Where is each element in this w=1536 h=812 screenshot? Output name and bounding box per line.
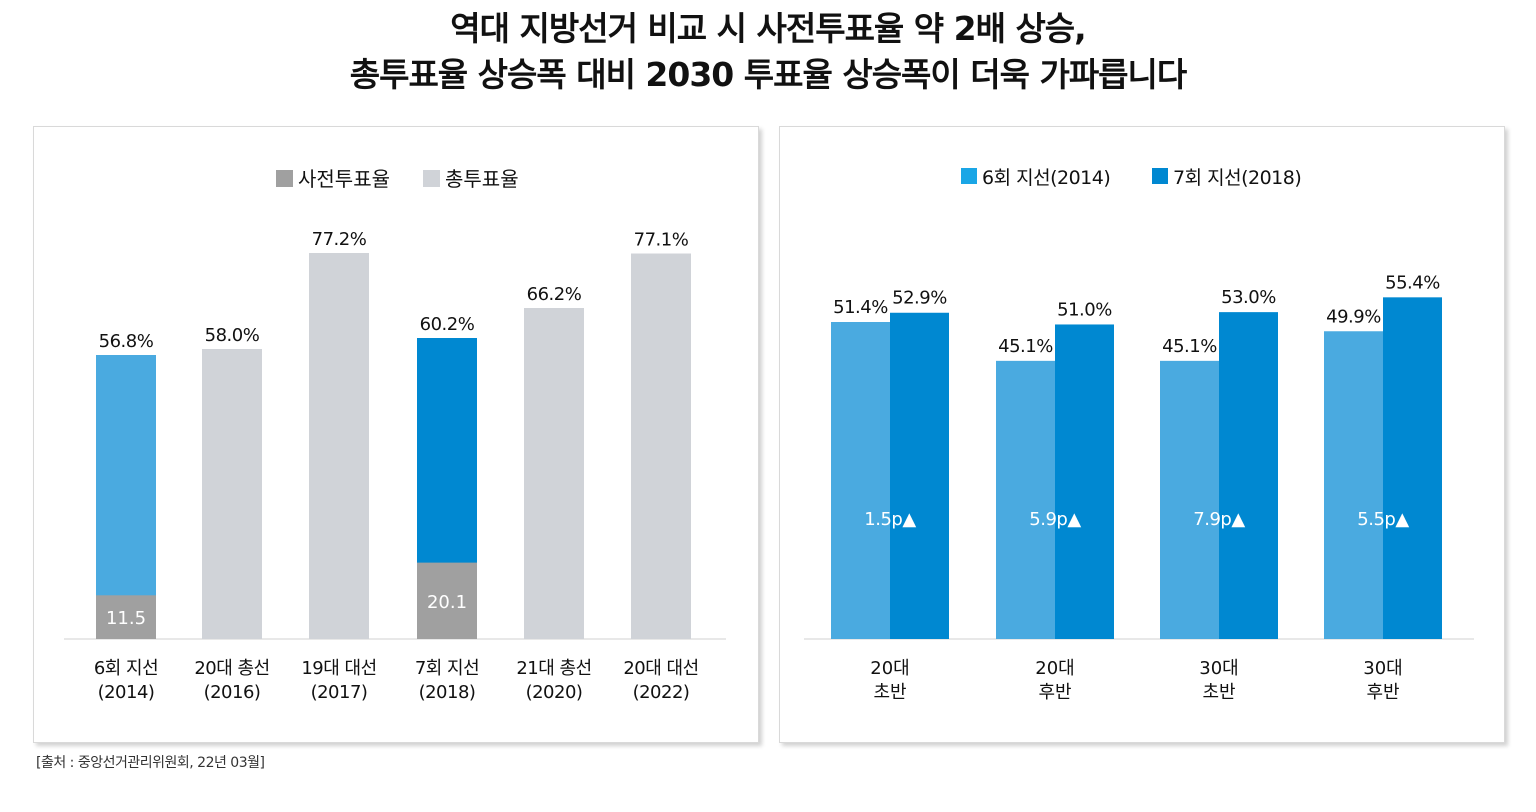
bar-2018 (1055, 324, 1114, 639)
x-tick-label-line1: 21대 총선 (516, 658, 591, 679)
x-tick-label-line2: (2016) (204, 682, 261, 703)
title-line-2: 총투표율 상승폭 대비 2030 투표율 상승폭이 더욱 가파릅니다 (349, 55, 1188, 94)
x-tick-label-line1: 30대 (1199, 658, 1238, 679)
x-tick-label-line1: 20대 (870, 658, 909, 679)
x-tick-label-line2: (2022) (633, 682, 690, 703)
data-label-total: 60.2% (420, 314, 475, 335)
data-label-total: 66.2% (527, 284, 582, 305)
bar-total (96, 355, 156, 639)
x-tick-label-line2: (2017) (311, 682, 368, 703)
x-tick-label-line1: 7회 지선 (415, 658, 479, 679)
legend-label-early: 사전투표율 (298, 167, 390, 191)
increase-label: 7.9p▲ (1193, 509, 1245, 530)
bar-2014 (831, 322, 890, 639)
right-chart-panel: 6회 지선(2014) 7회 지선(2018) 51.4% 52.9% 1.5p▲ 20대… (779, 126, 1505, 743)
x-tick-label-line2: (2020) (526, 682, 583, 703)
left-chart-panel: 사전투표율 총투표율 56.8% 11.5 6회 지선 (2014) 58.0% 20대 총선… (33, 126, 759, 743)
x-tick-label-line2: 후반 (1366, 682, 1399, 703)
bar-total (631, 253, 691, 639)
bar-2018 (890, 312, 949, 639)
x-tick-label-line1: 20대 (1035, 658, 1074, 679)
x-tick-label-line2: (2018) (419, 682, 476, 703)
age-turnout-chart: 6회 지선(2014) 7회 지선(2018) 51.4% 52.9% 1.5p▲ 20대… (804, 167, 1474, 703)
data-label-2014: 45.1% (1162, 336, 1217, 357)
bar-total (202, 349, 262, 639)
data-label-2014: 45.1% (998, 336, 1053, 357)
bar-2014 (1160, 360, 1219, 639)
x-tick-label-line2: 초반 (873, 682, 906, 703)
x-tick-label-line2: 후반 (1038, 682, 1071, 703)
legend-swatch-total (423, 170, 440, 187)
data-label-early: 20.1 (427, 592, 467, 613)
legend-label-2014: 6회 지선(2014) (982, 167, 1110, 189)
legend-swatch-2014 (961, 168, 977, 184)
bar-early (417, 562, 477, 639)
bar-total (309, 253, 369, 639)
increase-label: 5.5p▲ (1357, 509, 1409, 530)
legend-label-2018: 7회 지선(2018) (1173, 167, 1301, 189)
x-tick-label-line1: 19대 대선 (301, 658, 376, 679)
data-label-2018: 52.9% (892, 288, 947, 309)
x-tick-label-line1: 20대 총선 (194, 658, 269, 679)
data-label-2018: 53.0% (1221, 287, 1276, 308)
bar-2018 (1383, 297, 1442, 639)
legend-swatch-2018 (1152, 168, 1168, 184)
data-label-2018: 51.0% (1057, 299, 1112, 320)
bar-2014 (996, 360, 1055, 639)
legend-swatch-early (276, 170, 293, 187)
x-tick-label-line1: 6회 지선 (94, 658, 158, 679)
data-label-total: 77.2% (312, 229, 367, 250)
data-label-total: 58.0% (205, 325, 260, 346)
turnout-chart: 사전투표율 총투표율 56.8% 11.5 6회 지선 (2014) 58.0% 20대 총선… (64, 167, 726, 703)
data-label-total: 77.1% (634, 230, 689, 251)
x-tick-label-line2: 초반 (1202, 682, 1235, 703)
title-line-1: 역대 지방선거 비교 시 사전투표율 약 2배 상승, (450, 9, 1086, 48)
source-note: [출처 : 중앙선거관리위원회, 22년 03월] (36, 755, 265, 771)
data-label-2018: 55.4% (1385, 272, 1440, 293)
data-label-total: 56.8% (99, 331, 154, 352)
increase-label: 1.5p▲ (864, 509, 916, 530)
bar-2018 (1219, 312, 1278, 639)
legend-label-total: 총투표율 (445, 167, 519, 191)
bar-2014 (1324, 331, 1383, 639)
page-title: 역대 지방선거 비교 시 사전투표율 약 2배 상승, 총투표율 상승폭 대비 … (0, 6, 1536, 98)
x-tick-label-line2: (2014) (98, 682, 155, 703)
bar-total (524, 308, 584, 639)
data-label-2014: 49.9% (1326, 306, 1381, 327)
x-tick-label-line1: 30대 (1363, 658, 1402, 679)
data-label-2014: 51.4% (833, 297, 888, 318)
bar-early (96, 595, 156, 639)
x-tick-label-line1: 20대 대선 (623, 658, 698, 679)
increase-label: 5.9p▲ (1029, 509, 1081, 530)
data-label-early: 11.5 (106, 608, 146, 629)
